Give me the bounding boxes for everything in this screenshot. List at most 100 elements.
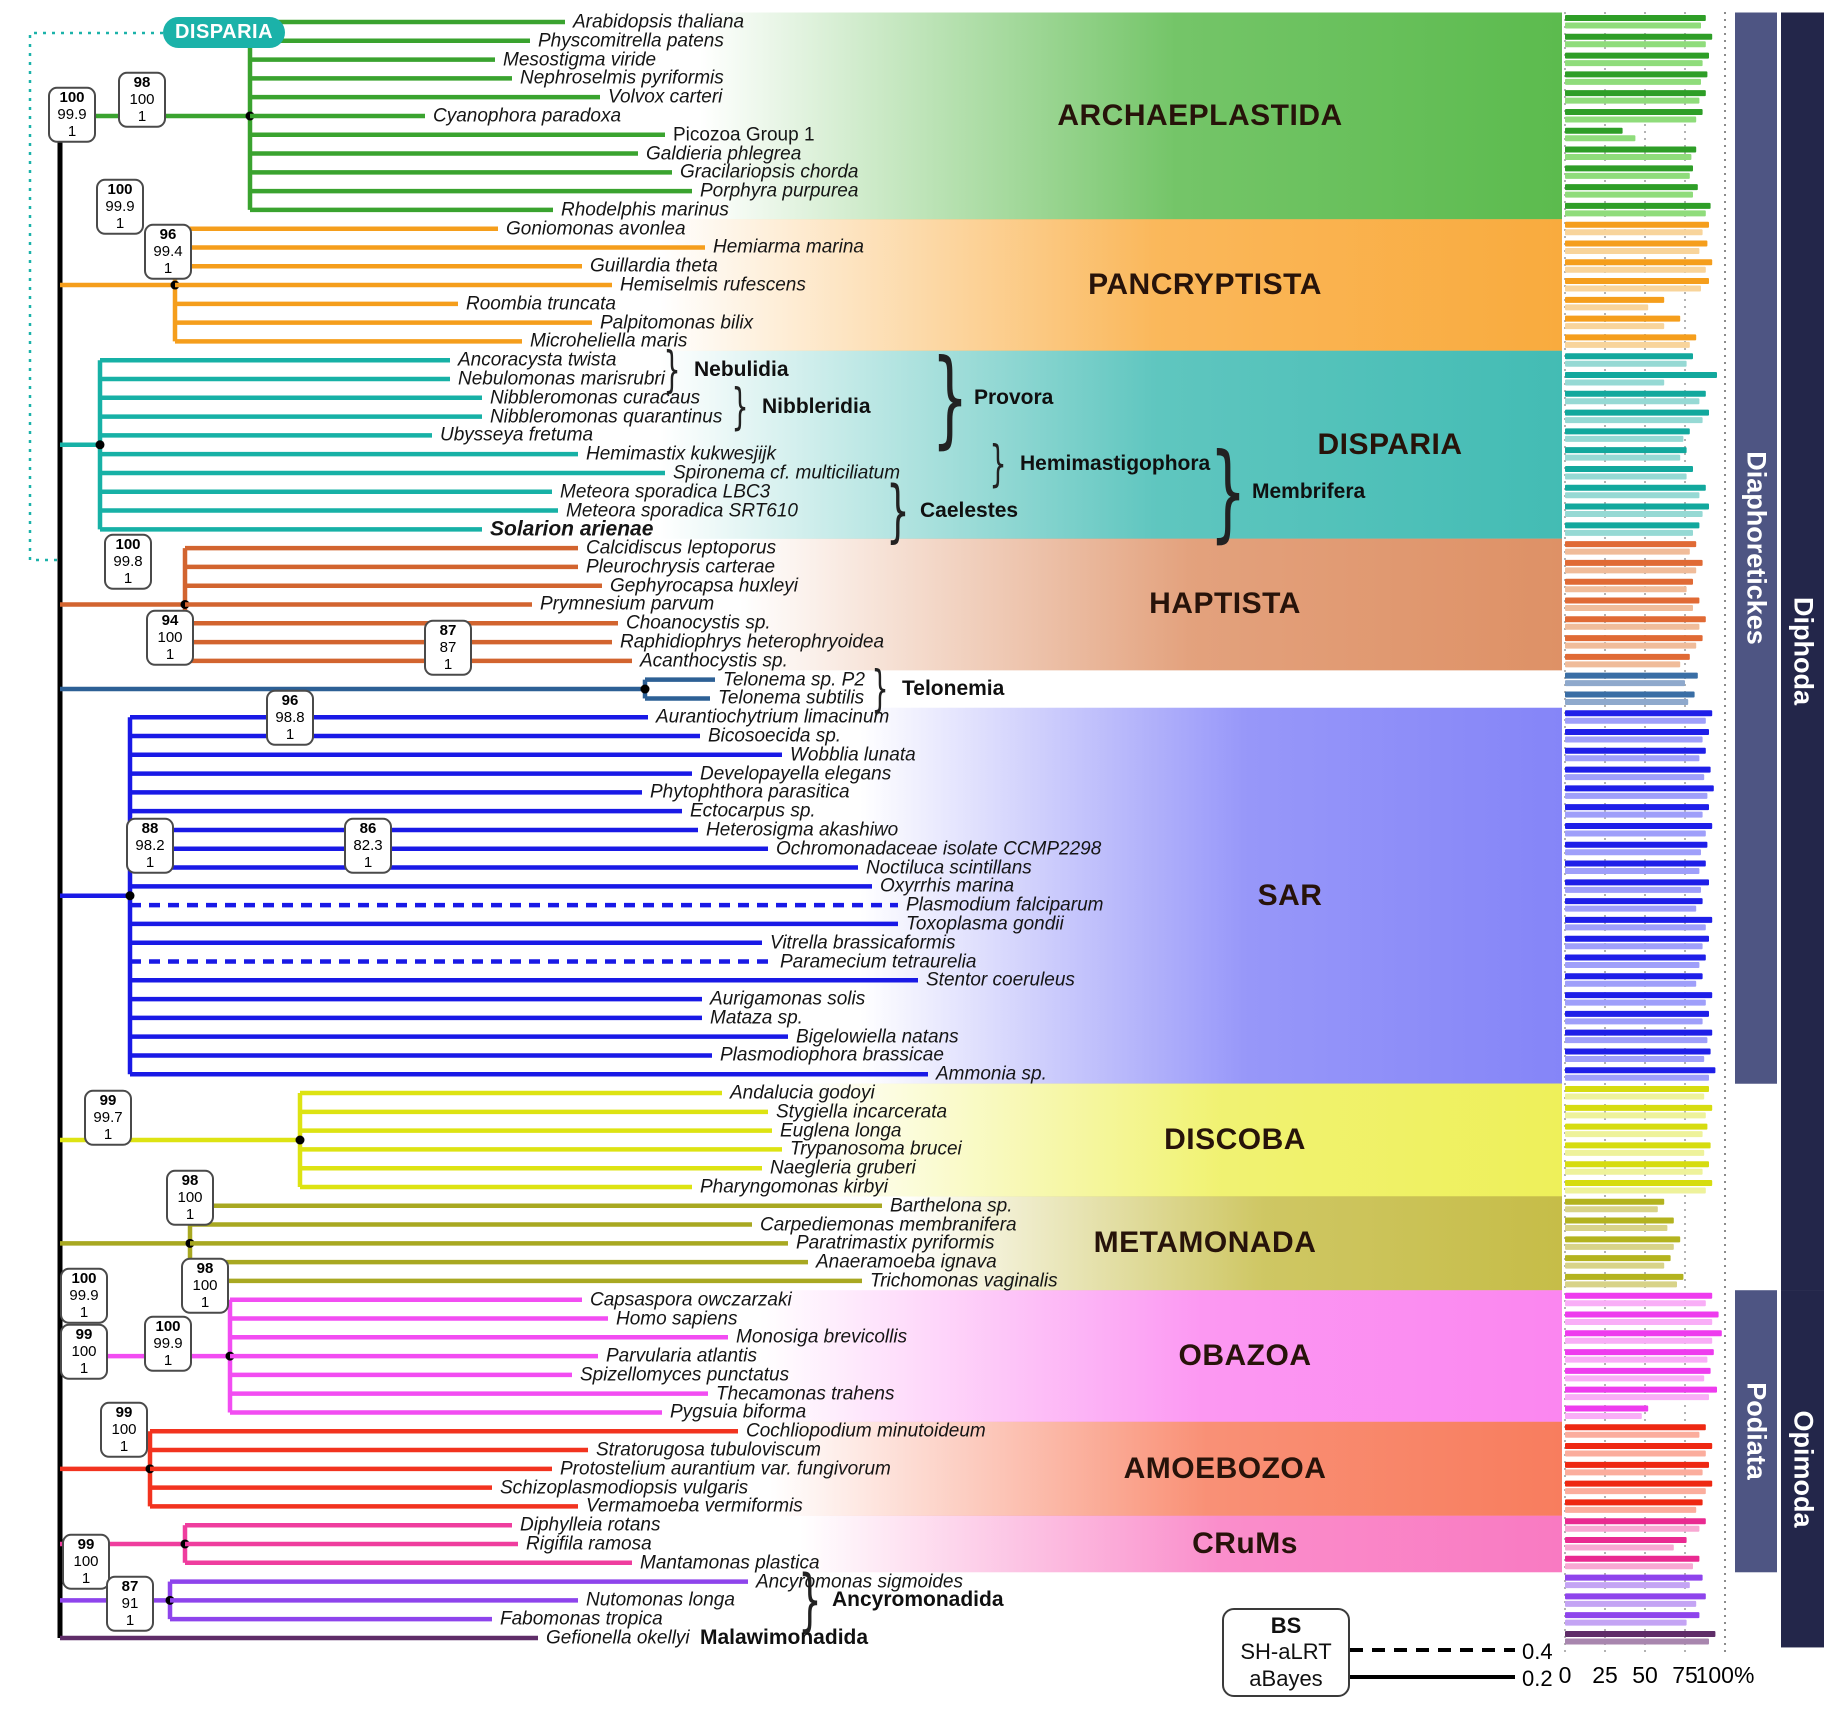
taxon-label: Prymnesium parvum <box>540 593 715 615</box>
group-band-metamonada <box>900 1196 1562 1291</box>
bar-dark <box>1565 597 1700 604</box>
support-value-line: 1 <box>125 1611 135 1629</box>
bar-light <box>1565 1300 1706 1307</box>
bar-light <box>1565 1074 1709 1081</box>
bar-light <box>1565 849 1701 856</box>
taxon-label: Ancyromonas sigmoides <box>756 1571 963 1593</box>
taxon-label: Aurigamonas solis <box>710 988 866 1010</box>
taxon-label: Protostelium aurantium var. fungivorum <box>560 1458 891 1480</box>
bar-light <box>1565 1206 1658 1213</box>
support-value-line: 96 <box>281 691 299 709</box>
bar-dark <box>1565 766 1711 773</box>
taxon-label: Roombia truncata <box>466 293 616 315</box>
taxon-label: Phytophthora parasitica <box>650 781 850 803</box>
bar-dark <box>1565 710 1713 717</box>
support-value-line: 87 <box>121 1577 139 1595</box>
support-values-bubble: 87 87 1 <box>424 619 472 677</box>
bar-dark <box>1565 1593 1706 1600</box>
bar-light <box>1565 1225 1668 1232</box>
support-value-line: 1 <box>163 1351 173 1369</box>
support-value-line: 99.4 <box>153 242 183 260</box>
bar-dark <box>1565 635 1703 642</box>
support-values-bubble: 99 100 1 <box>62 1533 110 1591</box>
support-value-line: 100 <box>192 1276 218 1294</box>
bar-dark <box>1565 1461 1709 1468</box>
support-values-bubble: 100 99.9 1 <box>48 86 96 144</box>
support-value-line: 99.9 <box>69 1286 99 1304</box>
bar-dark <box>1565 1086 1709 1093</box>
bar-dark <box>1565 1311 1719 1318</box>
bar-dark <box>1565 259 1713 266</box>
support-values-bubble: 98 100 1 <box>166 1169 214 1227</box>
clade-label: Membrifera <box>1252 479 1366 503</box>
taxon-label: Barthelona sp. <box>890 1195 1013 1217</box>
support-values-bubble: 100 99.9 1 <box>60 1267 108 1325</box>
legend-bs-label: BS <box>1270 1613 1302 1638</box>
side-band-label-diphoda: Diphoda <box>1788 597 1818 706</box>
support-value-line: 94 <box>161 611 179 629</box>
bar-dark <box>1565 1499 1703 1506</box>
bar-light <box>1565 454 1681 461</box>
support-values-bubble: 87 91 1 <box>106 1575 154 1633</box>
bar-light <box>1565 962 1700 968</box>
taxon-label: Thecamonas trahens <box>716 1383 895 1405</box>
bar-dark <box>1565 1067 1716 1074</box>
bar-dark <box>1565 898 1703 905</box>
bar-dark <box>1565 747 1706 754</box>
taxon-label: Wobblia lunata <box>790 744 916 766</box>
bar-light <box>1565 1582 1690 1589</box>
bar-light <box>1565 398 1700 405</box>
bar-dark <box>1565 691 1695 698</box>
bar-dark <box>1565 1612 1700 1619</box>
bar-light <box>1565 1168 1703 1175</box>
bar-light <box>1565 1319 1713 1326</box>
bar-light <box>1565 1394 1709 1401</box>
bar-dark <box>1565 372 1717 379</box>
bar-light <box>1565 792 1708 799</box>
support-value-line: 1 <box>363 853 373 871</box>
bar-light <box>1565 1600 1697 1607</box>
bar-dark <box>1565 973 1703 980</box>
support-value-line: 99.9 <box>105 197 135 215</box>
support-values-bubble: 86 82.3 1 <box>344 817 392 875</box>
side-band-podiata <box>1735 1290 1777 1573</box>
bar-dark <box>1565 841 1708 848</box>
support-values-bubble: 100 99.9 1 <box>144 1315 192 1373</box>
support-value-line: 99 <box>77 1535 95 1553</box>
disparia-callout-line <box>28 31 163 562</box>
bar-light <box>1565 586 1687 593</box>
taxon-label: Calcidiscus leptoporus <box>586 537 777 559</box>
bar-dark <box>1565 1386 1717 1393</box>
taxon-label: Andalucia godoyi <box>730 1082 875 1104</box>
side-band-label-podiata: Podiata <box>1741 1382 1772 1481</box>
support-value-line: 91 <box>121 1594 139 1612</box>
bar-dark <box>1565 1273 1684 1280</box>
bar-dark <box>1565 165 1693 172</box>
taxon-label: Raphidiophrys heterophryoidea <box>620 631 885 653</box>
bar-light <box>1565 323 1665 330</box>
taxon-label: Porphyra purpurea <box>700 180 859 202</box>
bar-light <box>1565 473 1687 480</box>
node-dot <box>295 1135 305 1145</box>
bar-dark <box>1565 879 1709 886</box>
clade-label: Provora <box>974 385 1054 409</box>
support-value-line: 1 <box>81 1569 91 1587</box>
bar-dark <box>1565 390 1706 397</box>
node-dot <box>125 891 135 901</box>
bar-light <box>1565 1525 1700 1532</box>
bar-dark <box>1565 1198 1665 1205</box>
bar-dark <box>1565 1292 1713 1299</box>
taxon-label: Meteora sporadica SRT610 <box>566 500 798 522</box>
bar-dark <box>1565 146 1697 153</box>
clade-brace: } <box>663 341 681 399</box>
taxon-label: Solarion arienae <box>490 517 654 541</box>
support-value-line: 100 <box>71 1269 97 1287</box>
taxon-label: Rigifila ramosa <box>526 1533 652 1555</box>
bar-light <box>1565 154 1692 161</box>
bar-light <box>1565 868 1700 875</box>
bar-dark <box>1565 1010 1709 1017</box>
bar-light <box>1565 41 1706 48</box>
taxon-label: Telonema sp. P2 <box>723 669 865 691</box>
support-value-line: 99.9 <box>57 105 87 123</box>
